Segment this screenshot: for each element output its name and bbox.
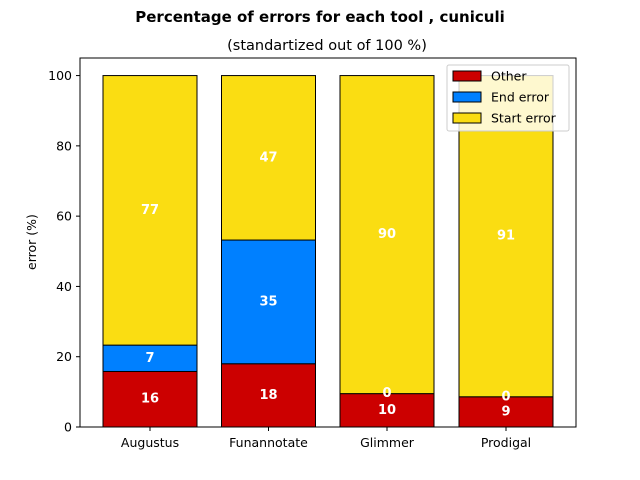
x-axis: Augustus Funannotate Glimmer Prodigal xyxy=(121,427,531,450)
legend-label-start-error: Start error xyxy=(491,111,557,126)
bar-funannotate-other xyxy=(221,363,316,428)
y-tick-label-20: 20 xyxy=(56,349,72,364)
x-tick-label-augustus: Augustus xyxy=(121,435,179,450)
y-tick-label-60: 60 xyxy=(56,209,72,224)
legend-swatch-end-error xyxy=(452,91,482,103)
chart-subtitle: (standartized out of 100 %) xyxy=(227,38,427,54)
bar-label-funannotate-end-error: 35 xyxy=(259,294,277,309)
y-tick-label-0: 0 xyxy=(64,420,72,435)
x-tick-label-prodigal: Prodigal xyxy=(481,435,531,450)
bar-label-augustus-other: 16 xyxy=(141,392,159,407)
bar-label-prodigal-other: 9 xyxy=(501,404,510,419)
bar-augustus-start-error xyxy=(102,75,198,346)
bar-label-funannotate-other: 18 xyxy=(259,388,277,403)
bar-label-prodigal-start-error: 91 xyxy=(497,229,515,244)
bar-funannotate-start-error xyxy=(221,75,316,241)
bar-augustus-end-error xyxy=(102,344,198,372)
bar-label-glimmer-end-error: 0 xyxy=(382,386,391,401)
legend-label-end-error: End error xyxy=(491,90,550,105)
y-axis-label: error (%) xyxy=(24,214,39,270)
y-tick-label-80: 80 xyxy=(56,138,72,153)
legend: Other End error Start error xyxy=(446,64,570,132)
bar-augustus-other xyxy=(102,370,198,428)
legend-swatch-other xyxy=(452,70,482,82)
x-tick-label-glimmer: Glimmer xyxy=(360,435,415,450)
plot-frame xyxy=(79,57,577,428)
legend-swatch-start-error xyxy=(452,112,482,124)
y-axis: 0 20 40 60 80 100 xyxy=(48,68,80,435)
bar-label-prodigal-end-error: 0 xyxy=(501,389,510,404)
y-tick-label-100: 100 xyxy=(48,68,72,83)
bar-label-funannotate-start-error: 47 xyxy=(259,150,277,165)
bar-label-glimmer-start-error: 90 xyxy=(378,227,396,242)
bar-label-augustus-end-error: 7 xyxy=(145,351,154,366)
legend-label-other: Other xyxy=(491,69,527,84)
chart-title: Percentage of errors for each tool , cun… xyxy=(135,8,504,26)
bar-funannotate-end-error xyxy=(221,239,316,365)
bars-group xyxy=(102,75,554,428)
bar-glimmer-start-error xyxy=(339,75,435,395)
x-tick-label-funannotate: Funannotate xyxy=(229,435,308,450)
y-tick-label-40: 40 xyxy=(56,279,72,294)
bar-label-augustus-start-error: 77 xyxy=(141,203,159,218)
bar-label-glimmer-other: 10 xyxy=(378,403,396,418)
